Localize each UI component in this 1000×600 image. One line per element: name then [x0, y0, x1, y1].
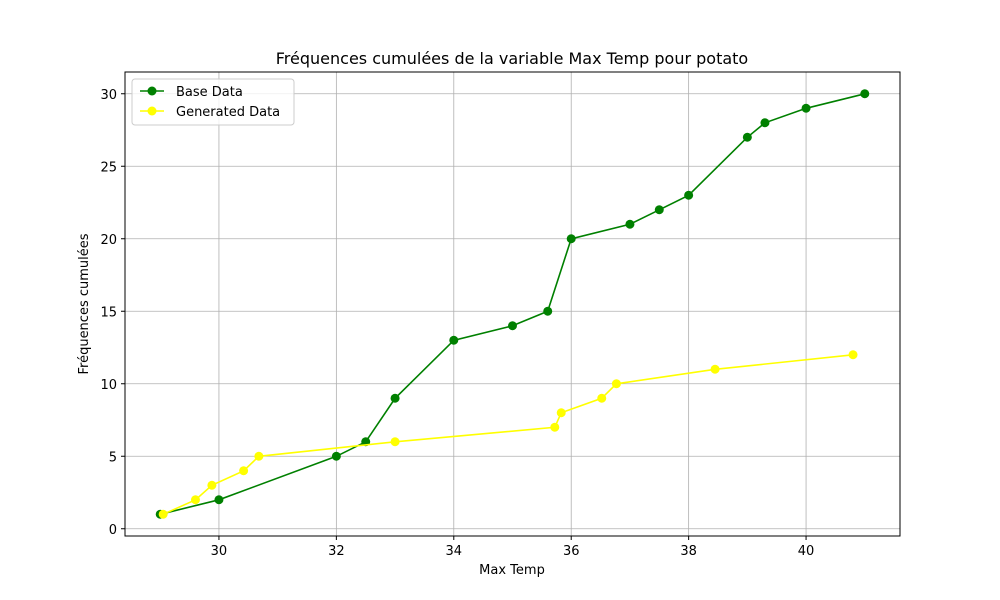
grid: [125, 72, 900, 536]
y-tick-label: 10: [100, 378, 117, 393]
data-point: [848, 350, 858, 360]
series-base-data: [155, 89, 870, 519]
x-tick-label: 34: [446, 544, 463, 559]
y-tick-label: 5: [109, 450, 117, 465]
x-tick-label: 40: [798, 544, 815, 559]
data-point: [625, 219, 635, 229]
data-point: [742, 132, 752, 142]
data-point: [331, 451, 341, 461]
data-point: [550, 422, 560, 432]
data-point: [207, 480, 217, 490]
x-tick-label: 30: [211, 544, 228, 559]
legend-label: Base Data: [176, 85, 243, 100]
x-axis-ticks: 30 32 34 36 38 40: [211, 536, 815, 559]
data-point: [239, 466, 249, 476]
legend-marker: [147, 106, 157, 116]
series-generated-data: [158, 350, 858, 519]
y-axis-ticks: 0 5 10 15 20 25 30: [100, 88, 125, 538]
chart-title: Fréquences cumulées de la variable Max T…: [276, 49, 748, 68]
data-point: [508, 321, 517, 331]
data-point: [543, 306, 553, 316]
data-point: [684, 190, 694, 200]
data-point: [654, 205, 664, 215]
plot-frame: [124, 71, 901, 537]
series-line: [160, 93, 865, 516]
x-tick-label: 38: [680, 544, 697, 559]
legend-marker: [147, 86, 157, 96]
y-tick-label: 30: [100, 88, 117, 103]
data-point: [449, 335, 459, 345]
y-tick-label: 20: [100, 233, 117, 248]
y-tick-label: 15: [100, 305, 117, 320]
data-point: [158, 509, 168, 519]
y-tick-label: 25: [100, 160, 117, 175]
data-point: [566, 234, 576, 244]
data-point: [254, 451, 264, 461]
data-point: [556, 408, 566, 418]
x-tick-label: 36: [563, 544, 580, 559]
legend-label: Generated Data: [176, 105, 280, 120]
x-axis-label: Max Temp: [479, 563, 545, 578]
data-point: [860, 89, 870, 99]
data-point: [390, 393, 400, 403]
y-axis-label: Fréquences cumulées: [77, 233, 92, 374]
data-point: [801, 103, 811, 113]
y-tick-label: 0: [109, 523, 117, 538]
legend: Base Data Generated Data: [131, 78, 295, 126]
data-point: [390, 437, 400, 447]
legend-box: [131, 78, 295, 126]
data-point: [190, 495, 200, 505]
data-point: [611, 379, 621, 389]
data-point: [597, 393, 607, 403]
data-point: [760, 118, 770, 128]
data-point: [710, 364, 720, 374]
data-point: [214, 495, 224, 505]
x-tick-label: 32: [328, 544, 345, 559]
series-layer: [155, 89, 870, 519]
